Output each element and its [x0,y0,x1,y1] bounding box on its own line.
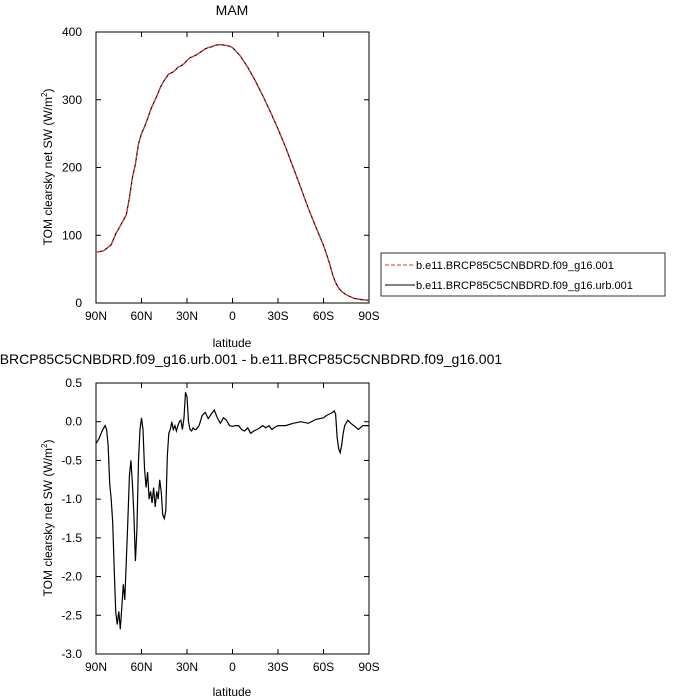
top-plot-frame [95,31,370,304]
bottom-y-tick-label: -3.0 [61,647,82,661]
bottom-x-tick-label: 90N [85,660,107,674]
top-y-tick-label: 200 [62,161,82,175]
top-series-line-1 [95,44,370,301]
bottom-y-tick-label: -1.5 [61,531,82,545]
top-series-line-2 [95,44,370,301]
top-x-axis-label: latitude [213,336,252,350]
bottom-y-axis-label: TOM clearsky net SW (W/m2) [40,440,55,597]
bottom-y-tick-label: 0.0 [65,415,82,429]
bottom-series-group [95,392,369,630]
bottom-x-tick-label: 60S [313,660,334,674]
bottom-x-axis-label: latitude [213,685,252,699]
top-y-tick-label: 0 [75,296,82,310]
legend: b.e11.BRCP85C5CNBDRD.f09_g16.001 b.e11.B… [380,252,666,297]
top-axis-ticks: 90N 60N 30N 0 30S 60S 90S 0 100 200 300 400 [62,25,380,323]
bottom-y-tick-label: -2.0 [61,570,82,584]
bottom-x-tick-label: 30N [176,660,198,674]
legend-box [380,252,666,297]
top-y-axis-label: TOM clearsky net SW (W/m2) [40,89,55,246]
top-x-tick-label: 0 [229,309,236,323]
top-y-tick-label: 300 [62,93,82,107]
bottom-y-tick-label: -1.0 [61,492,82,506]
top-x-tick-label: 60S [313,309,334,323]
top-x-tick-label: 30N [176,309,198,323]
legend-label-series-1: b.e11.BRCP85C5CNBDRD.f09_g16.001 [416,260,614,272]
top-x-tick-label: 30S [267,309,288,323]
top-x-tick-label: 60N [130,309,152,323]
top-series-group [95,44,370,301]
top-x-tick-label: 90N [85,309,107,323]
bottom-y-tick-label: 0.5 [65,376,82,390]
bottom-y-tick-label: -2.5 [61,608,82,622]
legend-label-series-2: b.e11.BRCP85C5CNBDRD.f09_g16.urb.001 [416,280,633,292]
top-title: MAM [216,2,249,18]
top-x-tick-label: 90S [358,309,379,323]
bottom-panel: b.e11.BRCP85C5CNBDRD.f09_g16.urb.001 - b… [0,351,502,699]
bottom-axis-ticks: 90N 60N 30N 0 30S 60S 90S 0.5 0.0 -0.5 -1.0 -1.5 -2.… [61,376,379,674]
top-panel: MAM 90N 60N 30N 0 30S 60S 90S 0 100 200 300 400 lat… [40,2,380,350]
bottom-x-tick-label: 90S [358,660,379,674]
bottom-x-tick-label: 0 [229,660,236,674]
bottom-x-tick-label: 30S [267,660,288,674]
bottom-series-line-1 [95,392,369,630]
bottom-title: b.e11.BRCP85C5CNBDRD.f09_g16.urb.001 - b… [0,351,502,367]
top-y-tick-label: 100 [62,228,82,242]
bottom-x-tick-label: 60N [130,660,152,674]
bottom-y-tick-label: -0.5 [61,453,82,467]
top-y-tick-label: 400 [62,25,82,39]
